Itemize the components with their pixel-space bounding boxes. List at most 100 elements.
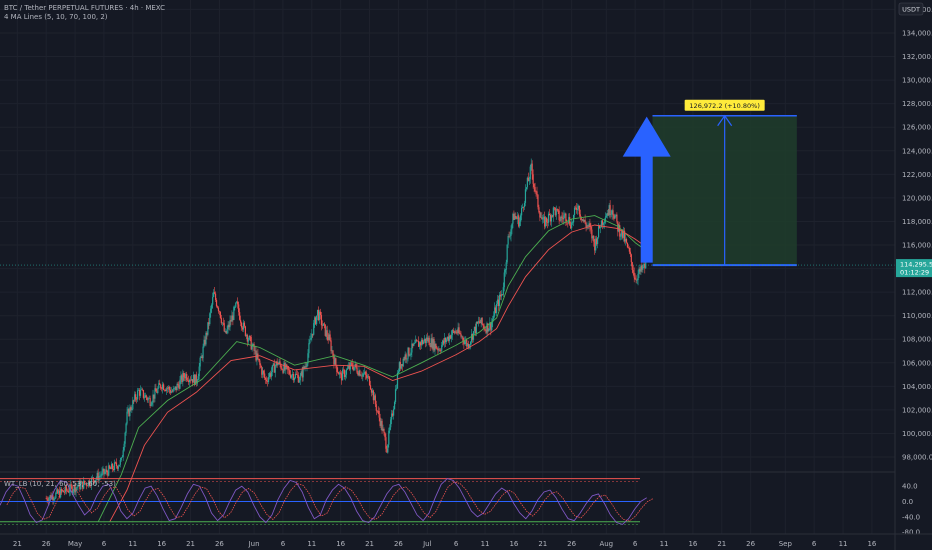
candle-body [300,371,302,376]
candle-body [291,374,294,376]
candle-body [194,374,196,385]
candle-body [465,340,467,342]
candle-body [410,352,412,356]
candle-body [562,217,564,220]
candle-body [443,340,445,344]
ma-legend[interactable]: 4 MA Lines (5, 10, 70, 100, 2) [4,13,108,21]
y-tick-label: 128,000.0 [902,100,932,108]
candle-body [491,322,493,331]
candle-body [495,307,497,314]
candle-body [111,463,114,470]
candle-body [281,368,283,370]
candle-body [528,179,530,182]
candle-body [205,332,207,345]
x-tick-label: 26 [394,540,403,548]
candle-body [348,366,350,370]
candle-body [214,292,216,294]
candle-body [227,324,229,330]
candle-body [277,363,279,366]
candle-body [255,350,257,361]
candle-body [111,463,113,470]
candle-body [401,364,403,367]
candle-body [148,397,150,399]
candle-body [324,324,326,336]
candle-body [591,229,593,239]
candle-body [77,486,79,488]
candle-body [460,333,462,337]
candle-body [315,317,317,325]
candle-body [583,219,585,222]
candle-body [354,363,356,367]
candle-body [560,216,562,221]
candle-body [626,242,629,248]
candle-body [570,224,572,229]
y-tick-label: 126,000.0 [902,124,932,132]
candle-body [338,372,340,375]
candle-body [426,337,428,341]
candle-body [221,322,223,324]
candle-body [446,336,449,340]
candle-body [340,372,342,374]
y-tick-label: 120,000.0 [902,194,932,202]
candle-body [585,223,587,227]
candle-body [448,335,451,341]
candle-body [147,398,149,401]
candle-body [82,481,84,489]
candle-body [511,223,513,230]
symbol-legend[interactable]: BTC / Tether PERPETUAL FUTURES · 4h · ME… [4,4,165,12]
candle-body [552,207,554,217]
candle-body [378,411,380,418]
candle-body [365,371,367,375]
candle-body [117,466,119,469]
candle-body [392,413,394,416]
candle-body [481,317,483,325]
osc-tick-label: -40.0 [902,513,920,521]
candle-body [550,215,553,222]
candle-body [62,490,65,493]
candle-body [326,330,328,338]
candle-body [282,369,284,373]
candle-body [121,456,123,458]
candle-body [114,462,117,463]
candle-body [126,411,128,424]
candle-body [522,206,525,208]
candle-body [101,471,103,476]
candle-body [450,334,452,339]
candle-body [500,294,502,297]
candle-body [451,330,453,335]
x-tick-label: 21 [717,540,726,548]
candle-body [638,268,640,274]
candle-body [64,486,67,493]
candle-body [373,395,375,401]
candle-body [88,480,91,486]
wt-legend[interactable]: WT_LB (10, 21, 60, 53, -60, -53) [4,480,116,488]
candle-body [131,409,133,410]
candle-body [89,485,92,486]
candle-body [473,326,476,332]
candle-body [81,481,83,484]
candle-body [96,472,98,479]
candle-body [592,235,594,239]
candle-body [237,301,239,305]
y-tick-label: 112,000.0 [902,289,932,297]
candle-body [242,322,245,330]
y-tick-label: 122,000.0 [902,171,932,179]
candle-body [602,223,605,225]
candle-body [97,472,99,481]
candle-body [447,336,450,341]
y-tick-label: 102,000.0 [902,406,932,414]
candle-body [609,205,611,215]
candle-body [285,364,287,370]
candle-body [249,335,251,337]
candle-body [203,339,205,347]
candle-body [398,362,400,372]
candle-body [551,215,553,217]
candle-body [271,365,273,372]
candle-body [504,269,506,273]
candle-body [108,465,110,476]
candle-body [145,395,147,398]
candle-body [534,187,536,192]
candle-body [186,374,188,381]
